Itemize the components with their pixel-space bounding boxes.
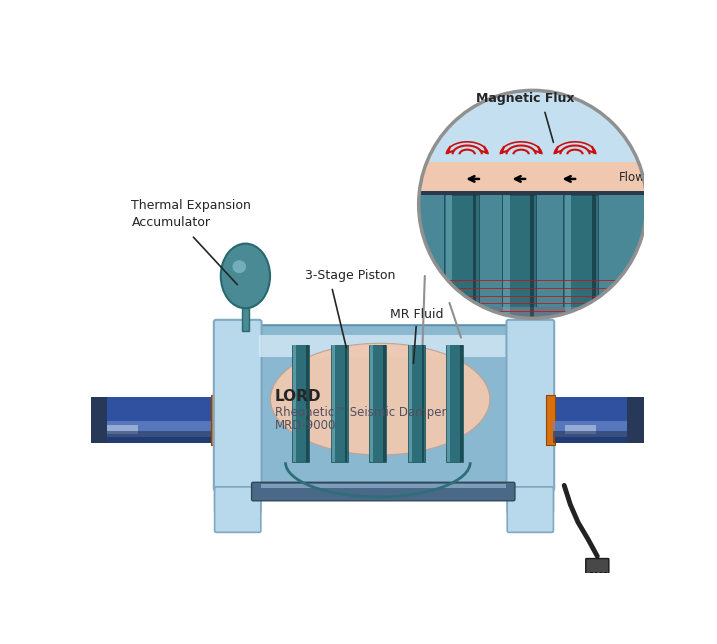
FancyBboxPatch shape (506, 320, 554, 491)
Bar (565, 424, 596, 434)
Bar (554, 421, 642, 437)
Bar (95, 421, 214, 437)
Bar (345, 345, 347, 462)
Bar (419, 162, 647, 193)
Bar (531, 195, 534, 318)
Bar (564, 195, 598, 318)
Bar (447, 345, 450, 462)
Bar (627, 397, 643, 443)
Bar (95, 431, 214, 443)
Bar (565, 195, 571, 318)
Bar (444, 195, 479, 318)
Bar (422, 288, 642, 289)
Text: Magnetic Flux: Magnetic Flux (475, 92, 574, 106)
FancyBboxPatch shape (252, 482, 515, 501)
Bar (332, 345, 335, 462)
Text: Rheonetic™ Seismic Damper: Rheonetic™ Seismic Damper (275, 406, 446, 419)
Bar (422, 280, 642, 281)
Text: Thermal Expansion
Accumulator: Thermal Expansion Accumulator (131, 200, 252, 229)
Bar (422, 303, 642, 305)
FancyBboxPatch shape (214, 487, 261, 513)
Bar (503, 195, 510, 318)
Text: Flow: Flow (619, 171, 645, 184)
Bar (460, 345, 462, 462)
Bar (242, 308, 250, 332)
Bar (419, 307, 647, 318)
Bar (604, 572, 607, 576)
Ellipse shape (270, 343, 490, 455)
FancyBboxPatch shape (586, 558, 609, 577)
Text: 3-Stage Piston: 3-Stage Piston (305, 269, 396, 283)
Bar (419, 193, 647, 318)
Bar (331, 345, 348, 462)
Circle shape (419, 90, 647, 318)
Bar (92, 397, 219, 443)
Bar (306, 345, 308, 462)
FancyBboxPatch shape (249, 325, 518, 488)
Bar (554, 431, 642, 443)
Bar (419, 191, 647, 195)
Bar (409, 345, 412, 462)
Bar (370, 345, 374, 462)
Bar (595, 572, 597, 576)
FancyBboxPatch shape (214, 487, 261, 533)
Bar (546, 395, 555, 444)
Bar (369, 345, 386, 462)
Bar (107, 424, 138, 434)
Bar (473, 195, 476, 318)
Bar (552, 397, 643, 443)
Text: MR Fluid: MR Fluid (390, 308, 444, 321)
Bar (92, 397, 107, 443)
Bar (422, 311, 642, 312)
Bar (260, 336, 507, 357)
Ellipse shape (232, 260, 246, 273)
FancyBboxPatch shape (507, 487, 554, 513)
Bar (384, 345, 386, 462)
Bar (408, 345, 425, 462)
Bar (502, 195, 536, 318)
FancyBboxPatch shape (214, 320, 262, 491)
Bar (422, 345, 424, 462)
Bar (592, 195, 596, 318)
Bar (590, 572, 593, 576)
Text: LORD: LORD (275, 390, 321, 404)
Bar (599, 572, 602, 576)
Bar (293, 345, 296, 462)
Bar (422, 296, 642, 297)
Bar (261, 484, 505, 488)
Bar (447, 345, 463, 462)
FancyBboxPatch shape (507, 487, 554, 533)
Text: MRD-9000: MRD-9000 (275, 419, 336, 432)
Ellipse shape (221, 243, 270, 308)
Bar (293, 345, 309, 462)
Bar (419, 90, 647, 162)
Bar (446, 195, 452, 318)
Bar (211, 395, 220, 444)
